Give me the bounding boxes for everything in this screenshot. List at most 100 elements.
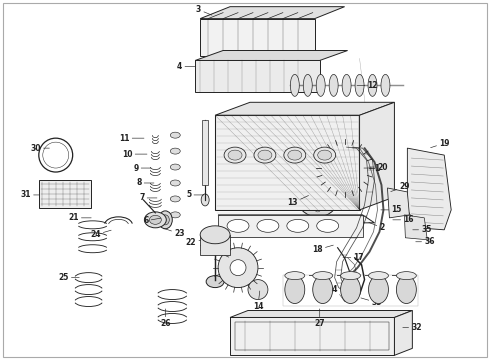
Text: 20: 20: [369, 163, 388, 172]
Ellipse shape: [344, 76, 349, 84]
Circle shape: [230, 260, 246, 276]
Ellipse shape: [224, 147, 246, 163]
Polygon shape: [215, 102, 394, 115]
Text: 1: 1: [364, 163, 380, 172]
Ellipse shape: [381, 75, 390, 96]
Text: 34: 34: [327, 285, 348, 294]
Ellipse shape: [288, 150, 302, 160]
Ellipse shape: [254, 147, 276, 163]
Ellipse shape: [258, 150, 272, 160]
Ellipse shape: [314, 147, 336, 163]
Text: 8: 8: [136, 179, 154, 188]
Text: 23: 23: [164, 228, 185, 238]
Polygon shape: [39, 180, 91, 208]
Ellipse shape: [171, 164, 180, 170]
Text: 25: 25: [58, 273, 79, 282]
Polygon shape: [394, 310, 413, 355]
Text: 13: 13: [287, 195, 309, 207]
Text: 16: 16: [393, 215, 414, 224]
Ellipse shape: [149, 215, 161, 224]
Polygon shape: [388, 188, 409, 218]
Ellipse shape: [368, 272, 389, 280]
Circle shape: [353, 154, 359, 160]
Ellipse shape: [206, 276, 224, 288]
Text: 18: 18: [312, 245, 333, 254]
Ellipse shape: [200, 226, 230, 244]
Text: 2: 2: [369, 222, 385, 232]
Circle shape: [358, 165, 364, 171]
Ellipse shape: [293, 76, 297, 84]
Circle shape: [353, 176, 359, 182]
Ellipse shape: [171, 196, 180, 202]
Text: 27: 27: [315, 309, 325, 328]
Ellipse shape: [285, 272, 305, 280]
Text: 9: 9: [133, 163, 151, 172]
Polygon shape: [407, 148, 451, 230]
Ellipse shape: [227, 219, 249, 232]
Polygon shape: [195, 50, 347, 60]
Circle shape: [324, 202, 331, 208]
Ellipse shape: [318, 150, 332, 160]
Ellipse shape: [396, 272, 416, 280]
Text: 33: 33: [361, 298, 382, 307]
Ellipse shape: [287, 219, 309, 232]
Ellipse shape: [161, 215, 169, 225]
Circle shape: [330, 176, 336, 182]
Ellipse shape: [313, 276, 333, 303]
Ellipse shape: [331, 76, 336, 84]
Ellipse shape: [313, 272, 333, 280]
Text: 31: 31: [20, 190, 39, 199]
Text: 26: 26: [160, 309, 171, 328]
Circle shape: [296, 173, 340, 217]
Polygon shape: [218, 215, 363, 237]
Polygon shape: [195, 60, 319, 92]
Circle shape: [248, 280, 268, 300]
Ellipse shape: [305, 76, 310, 84]
Ellipse shape: [158, 211, 172, 229]
Ellipse shape: [145, 212, 166, 228]
Ellipse shape: [316, 75, 325, 96]
Text: 12: 12: [357, 81, 378, 90]
Ellipse shape: [318, 76, 323, 84]
Circle shape: [315, 206, 321, 212]
Ellipse shape: [171, 132, 180, 138]
Ellipse shape: [228, 150, 242, 160]
Circle shape: [330, 154, 336, 160]
Circle shape: [301, 192, 307, 198]
Circle shape: [324, 182, 331, 188]
Text: 11: 11: [119, 134, 144, 143]
Ellipse shape: [284, 147, 306, 163]
Ellipse shape: [341, 272, 361, 280]
Polygon shape: [200, 235, 230, 255]
Circle shape: [326, 165, 332, 171]
Circle shape: [342, 149, 347, 155]
Ellipse shape: [368, 276, 389, 303]
Text: 15: 15: [381, 206, 402, 215]
Text: 32: 32: [403, 323, 422, 332]
Circle shape: [335, 158, 355, 178]
Polygon shape: [404, 215, 427, 240]
Text: 5: 5: [186, 190, 204, 199]
Text: 4: 4: [177, 62, 195, 71]
Polygon shape: [230, 318, 394, 355]
Circle shape: [218, 248, 258, 288]
Text: 22: 22: [186, 238, 209, 247]
Ellipse shape: [342, 75, 351, 96]
Circle shape: [309, 186, 327, 204]
Ellipse shape: [355, 75, 364, 96]
Polygon shape: [200, 7, 344, 19]
Polygon shape: [215, 115, 360, 210]
Ellipse shape: [383, 76, 388, 84]
Text: 10: 10: [122, 150, 147, 159]
Text: 7: 7: [139, 193, 157, 202]
Text: 17: 17: [343, 253, 364, 262]
Ellipse shape: [171, 148, 180, 154]
Ellipse shape: [201, 194, 209, 206]
Ellipse shape: [290, 75, 299, 96]
Polygon shape: [360, 102, 394, 210]
Text: 14: 14: [253, 291, 263, 311]
Text: 3: 3: [196, 5, 212, 15]
Circle shape: [342, 181, 347, 187]
Ellipse shape: [368, 75, 377, 96]
Text: 36: 36: [416, 237, 435, 246]
